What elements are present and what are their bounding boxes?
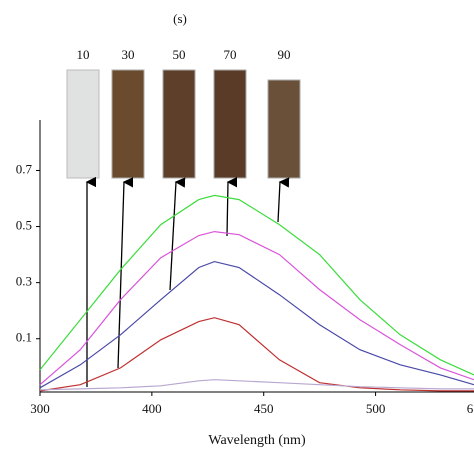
x-tick-label: 450 — [254, 401, 274, 416]
arrow — [226, 176, 238, 237]
x-tick-label: 300 — [30, 401, 50, 416]
y-tick-label: 0.5 — [16, 218, 32, 233]
y-tick-label: 0.1 — [16, 330, 32, 345]
series-line — [39, 379, 474, 391]
series-label: 70 — [224, 47, 237, 62]
arrow — [169, 177, 186, 291]
arrows — [85, 176, 290, 387]
series-label: 50 — [173, 47, 186, 62]
cuvette — [162, 69, 196, 179]
cuvette — [213, 69, 247, 179]
x-tick-label: 400 — [142, 401, 162, 416]
x-axis-label: Wavelength (nm) — [208, 433, 306, 448]
series-label: 10 — [77, 47, 90, 62]
cuvettes — [66, 69, 301, 179]
series-label: 90 — [278, 47, 291, 62]
series-line — [39, 260, 474, 389]
x-tick-label: 6 — [467, 401, 474, 416]
x-tick-label: 500 — [366, 401, 386, 416]
annotation: (s) — [173, 11, 187, 26]
series-line — [39, 230, 474, 386]
arrow — [117, 177, 134, 369]
y-tick-label: 0.3 — [16, 274, 32, 289]
series-label: 30 — [122, 47, 135, 62]
cuvette — [66, 69, 100, 179]
series-line — [39, 194, 474, 376]
cuvette — [267, 79, 301, 179]
y-tick-label: 0.7 — [16, 161, 33, 176]
cuvette — [111, 69, 145, 179]
series-line — [39, 317, 474, 392]
arrow — [277, 177, 290, 223]
